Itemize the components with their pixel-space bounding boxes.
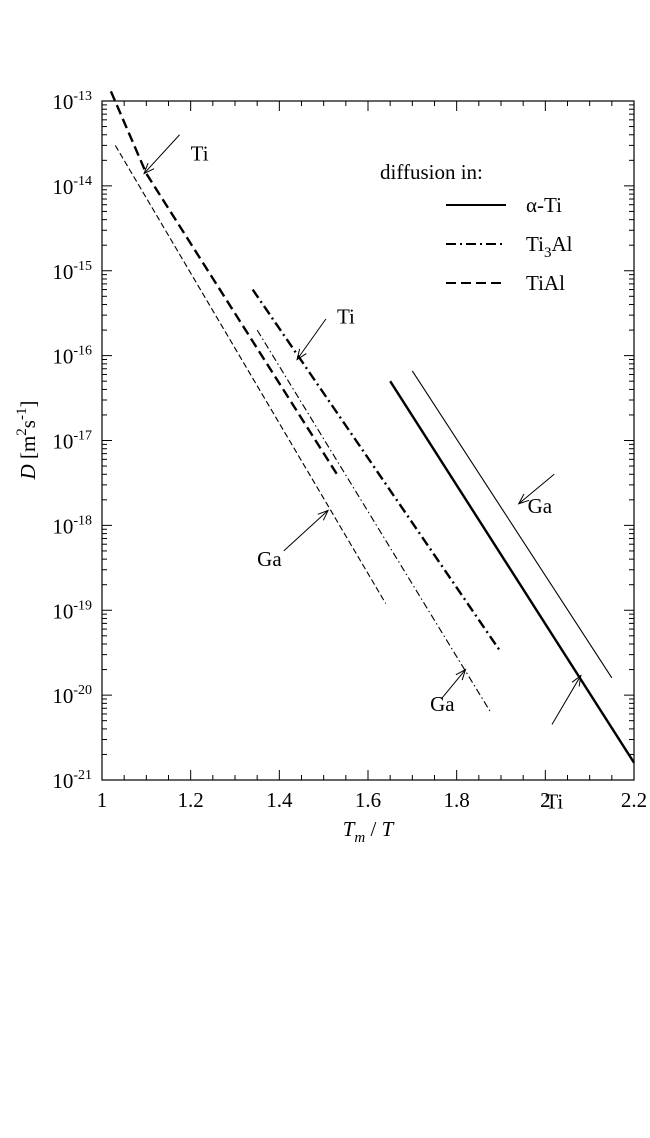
annotation-arrowhead [571, 674, 582, 687]
annotation-arrowhead [317, 509, 330, 521]
annotation-label: Ti [545, 790, 563, 814]
annotation-arrow [296, 318, 327, 360]
y-tick-label: 10-17 [52, 429, 92, 454]
legend-entry-label: α-Ti [526, 193, 562, 217]
y-tick-label: 10-18 [52, 513, 92, 538]
x-tick-label: 2 [540, 788, 551, 812]
annotations: Ti Ti Ga Ga Ga Ti [143, 134, 582, 814]
x-tick-label: 1.4 [266, 788, 293, 812]
x-tick-label: 1 [97, 788, 108, 812]
axis-labels: Tm / T D [m2s-1] [14, 401, 395, 846]
annotation-label: Ga [257, 547, 282, 571]
annotation-label: Ga [430, 692, 455, 716]
series-tial-ga [114, 145, 387, 604]
y-tick-label: 10-13 [52, 89, 92, 114]
annotation-arrow [518, 473, 555, 505]
series-ti3al-ti [251, 288, 502, 653]
y-tick-label: 10-15 [52, 259, 92, 284]
series-tial-ti [109, 90, 339, 475]
annotation-arrowhead [296, 348, 307, 361]
axis-ticks: 1 1.2 1.4 1.6 1.8 2 2.2 10-13 10-14 10-15 10-16 10-… [52, 89, 647, 812]
x-tick-label: 1.8 [444, 788, 470, 812]
annotation-arrow [143, 134, 180, 174]
annotation-label: Ti [191, 141, 209, 165]
legend: diffusion in: α-Ti Ti3Al TiAl [380, 160, 573, 295]
x-axis-label: Tm / T [343, 817, 395, 846]
x-tick-label: 1.6 [355, 788, 381, 812]
legend-entry-label: TiAl [526, 271, 565, 295]
annotation-arrowhead [143, 163, 155, 175]
annotation-arrow [283, 510, 329, 552]
legend-entry-label: Ti3Al [526, 232, 573, 261]
x-tick-label: 2.2 [621, 788, 647, 812]
series-ti-ga [411, 370, 613, 679]
y-tick-label: 10-21 [52, 768, 92, 793]
series-ti3al-ga [256, 329, 491, 712]
annotation-arrow [440, 669, 466, 700]
annotation-arrow [551, 675, 582, 725]
series-lines [109, 90, 636, 764]
y-tick-label: 10-14 [52, 174, 92, 199]
x-tick-label: 1.2 [178, 788, 204, 812]
annotation-label: Ga [528, 494, 553, 518]
annotation-label: Ti [337, 304, 355, 328]
y-axis-label: D [m2s-1] [14, 401, 40, 481]
y-tick-label: 10-16 [52, 344, 92, 369]
y-tick-label: 10-20 [52, 683, 92, 708]
y-tick-label: 10-19 [52, 598, 92, 623]
annotation-arrowhead [517, 493, 530, 505]
legend-title: diffusion in: [380, 160, 483, 184]
series-ti-ti [389, 380, 636, 764]
annotation-arrowhead [455, 668, 467, 681]
